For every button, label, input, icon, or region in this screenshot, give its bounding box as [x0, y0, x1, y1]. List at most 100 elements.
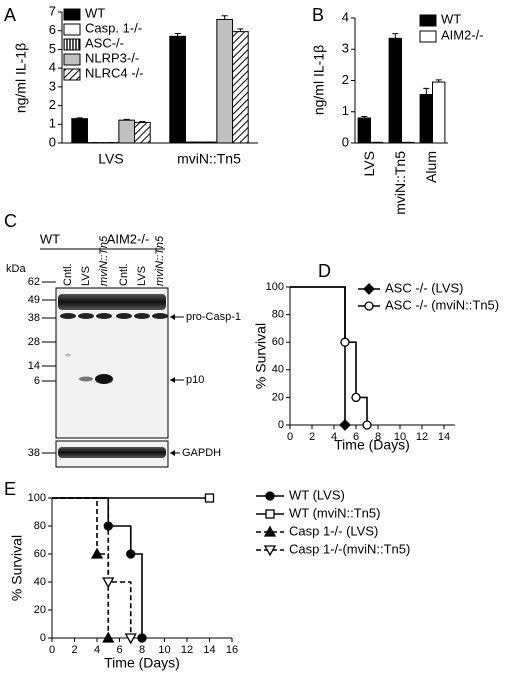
- panel-letter: A: [4, 5, 16, 25]
- legend-label: NLRP3-/-: [85, 50, 139, 65]
- y-tick-label: 60: [272, 336, 284, 348]
- x-axis-title: Time (Days): [334, 437, 410, 453]
- x-tick-label: 16: [226, 644, 238, 656]
- group-label: AIM2-/-: [107, 231, 150, 246]
- x-tick-label: 10: [158, 644, 170, 656]
- lane-label: mviN::Tn5: [154, 235, 166, 286]
- bar: [118, 119, 136, 144]
- bar: [169, 35, 186, 144]
- bar: [388, 37, 403, 144]
- legend-label: Casp 1-/-(mviN::Tn5): [289, 541, 410, 556]
- y-tick-label: 5: [49, 41, 56, 56]
- x-tick-label: 14: [203, 644, 215, 656]
- legend-swatch: [63, 38, 81, 51]
- band: [60, 313, 168, 319]
- y-tick-label: 40: [34, 576, 46, 588]
- lane-label: mviN::Tn5: [98, 235, 110, 286]
- legend-label: ASC -/- (mviN::Tn5): [385, 297, 499, 312]
- x-tick-label: mviN::Tn5: [392, 151, 408, 215]
- x-tick-label: 2: [71, 644, 77, 656]
- marker: [102, 577, 115, 589]
- legend-marker: [265, 509, 275, 519]
- x-tick-label: 4: [94, 644, 100, 656]
- error-bar: [139, 120, 146, 123]
- legend-label: Casp 1-/- (LVS): [289, 523, 378, 538]
- y-tick-label: 0: [278, 419, 284, 431]
- x-tick-label: 12: [181, 644, 193, 656]
- y-tick-label: 0: [342, 134, 349, 149]
- legend-label: Casp. 1-/-: [85, 20, 142, 35]
- legend-marker: [363, 283, 375, 295]
- x-tick-label: 6: [353, 431, 359, 443]
- y-axis-title: % Survival: [253, 323, 269, 389]
- y-tick-label: 20: [34, 604, 46, 616]
- y-axis-title: % Survival: [9, 535, 25, 601]
- bar: [134, 121, 151, 144]
- y-tick-label: 4: [49, 60, 56, 75]
- lane-label: LVS: [136, 266, 148, 286]
- x-tick-label: 0: [287, 431, 293, 443]
- y-tick-label: 80: [34, 520, 46, 532]
- legend-swatch: [419, 30, 437, 43]
- y-tick-label: 2: [342, 72, 349, 87]
- y-tick-label: 80: [272, 309, 284, 321]
- marker: [124, 633, 137, 645]
- bar: [216, 18, 234, 144]
- marker: [351, 392, 361, 403]
- band: [95, 374, 113, 384]
- marker: [362, 420, 372, 430]
- survival-line: [52, 497, 110, 638]
- lane-label: Cntl.: [62, 263, 74, 286]
- bar: [357, 117, 372, 144]
- x-tick-label: 6: [116, 644, 122, 656]
- marker: [102, 631, 115, 643]
- kda-label: 49: [28, 294, 40, 306]
- legend-marker: [263, 525, 277, 537]
- error-bar: [221, 15, 228, 20]
- x-tick-label: 12: [416, 431, 428, 443]
- legend-label: AIM2-/-: [441, 27, 484, 42]
- survival-line: [52, 497, 132, 638]
- bar: [232, 31, 249, 144]
- group-label: WT: [40, 231, 60, 246]
- y-tick-label: 1: [49, 116, 56, 131]
- error-bar: [361, 115, 368, 118]
- band: [79, 376, 93, 382]
- bar: [71, 118, 88, 144]
- x-tick-label: 8: [139, 644, 145, 656]
- band: [58, 294, 166, 310]
- legend-swatch: [419, 14, 437, 27]
- error-bar: [435, 79, 442, 83]
- y-tick-label: 100: [266, 281, 284, 293]
- panel-letter: E: [4, 479, 16, 499]
- y-tick-label: 4: [342, 9, 349, 24]
- arrowhead: [170, 377, 175, 383]
- y-tick-label: 40: [272, 364, 284, 376]
- marker: [339, 419, 351, 431]
- kda-label: 62: [28, 276, 40, 288]
- panel-letter: C: [4, 211, 17, 231]
- y-tick-label: 7: [49, 3, 56, 18]
- kda-ticks: [42, 281, 56, 454]
- lane-label: Cntl.: [118, 263, 130, 286]
- x-tick-label: LVS: [361, 151, 377, 176]
- y-tick-label: 0: [49, 134, 56, 149]
- marker: [204, 493, 215, 503]
- kda-unit: kDa: [6, 263, 26, 275]
- band-label: GAPDH: [182, 447, 221, 459]
- kda-label: 38: [28, 447, 40, 459]
- band-label: p10: [186, 374, 204, 386]
- blot-frame: [55, 287, 169, 439]
- marker: [340, 337, 350, 347]
- legend-swatch: [63, 53, 81, 66]
- survival-line: [290, 286, 368, 425]
- x-tick-label: 14: [438, 431, 450, 443]
- legend-label: ASC-/-: [85, 35, 124, 50]
- y-axis-title: ng/ml IL-1β: [311, 45, 327, 115]
- legend-label: NLRC4 -/-: [85, 65, 144, 80]
- arrowhead: [170, 450, 175, 456]
- panel-letter: D: [318, 261, 331, 281]
- x-tick-label: 2: [309, 431, 315, 443]
- blot: C WT AIM2-/- Cntl. LVS mviN::Tn5 Cntl. L…: [4, 211, 241, 468]
